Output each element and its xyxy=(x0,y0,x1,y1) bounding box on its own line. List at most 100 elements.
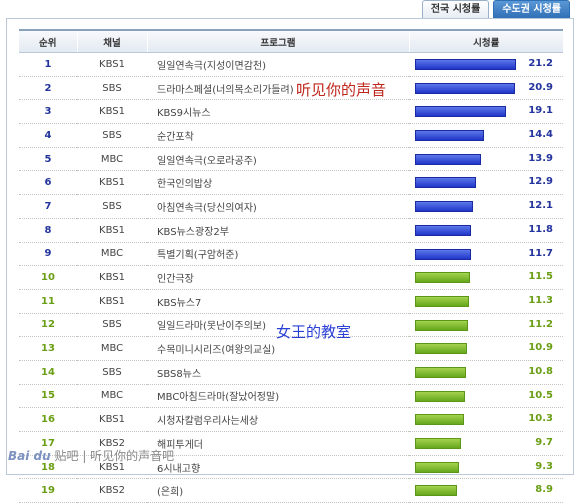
rating-bar xyxy=(415,130,484,142)
channel-cell: KBS1 xyxy=(77,99,147,125)
rating-value: 11.7 xyxy=(528,247,553,259)
channel-cell: SBS xyxy=(77,313,147,338)
rating-value: 11.3 xyxy=(528,294,553,306)
rating-cell: 8.9 xyxy=(409,478,563,503)
rating-cell: 11.8 xyxy=(409,218,563,243)
tab-capital-area[interactable]: 수도권 시청률 xyxy=(493,0,570,18)
table-row: 11 KBS1 KBS뉴스7 11.3 xyxy=(19,289,563,314)
rating-bar xyxy=(415,390,465,402)
rating-bar xyxy=(415,319,468,331)
header-rating: 시청률 xyxy=(408,29,563,53)
rank-cell: 15 xyxy=(19,384,77,409)
rating-bar xyxy=(415,82,515,94)
rank-cell: 16 xyxy=(19,407,77,432)
rating-bar xyxy=(415,59,516,70)
rating-value: 11.8 xyxy=(528,223,553,235)
header-rank: 순위 xyxy=(19,29,77,53)
rating-bar xyxy=(415,414,464,426)
header-program: 프로그램 xyxy=(146,29,409,53)
program-cell: MBC아침드라마(잘났어정말) xyxy=(147,384,409,409)
rating-cell: 21.2 xyxy=(409,52,563,77)
channel-cell: MBC xyxy=(77,147,147,172)
program-cell: 일일드라마(못난이주의보) xyxy=(147,313,409,338)
rating-cell: 11.5 xyxy=(409,265,563,290)
rating-value: 9.3 xyxy=(535,460,553,472)
channel-cell: SBS xyxy=(77,360,147,385)
table-row: 2 SBS 드라마스페셜(너의목소리가들려) 20.9 xyxy=(19,76,563,101)
table-row: 1 KBS1 일일연속극(지성이면감천) 21.2 xyxy=(19,52,563,77)
channel-cell: SBS xyxy=(77,123,147,148)
rank-cell: 19 xyxy=(19,478,77,503)
rating-bar xyxy=(415,295,469,307)
rating-cell: 10.5 xyxy=(409,384,563,409)
table-row: 14 SBS SBS8뉴스 10.8 xyxy=(19,360,563,385)
rank-cell: 5 xyxy=(19,147,77,172)
rank-cell: 14 xyxy=(19,360,77,385)
channel-cell: KBS1 xyxy=(77,170,147,196)
rating-cell: 12.9 xyxy=(409,170,563,196)
table-row: 9 MBC 특별기획(구암허준) 11.7 xyxy=(19,242,563,267)
rating-value: 10.3 xyxy=(528,413,553,425)
table-row: 7 SBS 아침연속극(당신의여자) 12.1 xyxy=(19,194,563,219)
rank-cell: 1 xyxy=(19,52,77,77)
rating-cell: 19.1 xyxy=(409,99,563,125)
rating-bar xyxy=(415,224,471,236)
rating-value: 11.2 xyxy=(528,318,553,330)
rating-value: 10.5 xyxy=(528,389,553,401)
table-row: 15 MBC MBC아침드라마(잘났어정말) 10.5 xyxy=(19,384,563,409)
rating-value: 14.4 xyxy=(528,129,553,141)
rating-bar xyxy=(415,248,471,260)
channel-cell: KBS1 xyxy=(77,265,147,290)
rating-value: 10.9 xyxy=(528,342,553,354)
rating-bar xyxy=(415,461,459,473)
table-row: 5 MBC 일일연속극(오로라공주) 13.9 xyxy=(19,147,563,172)
rating-value: 10.8 xyxy=(528,365,553,377)
rank-cell: 11 xyxy=(19,289,77,314)
rating-bar xyxy=(415,201,473,213)
program-cell: 특별기획(구암허준) xyxy=(147,242,409,267)
rating-bar xyxy=(415,485,457,497)
table-row: 6 KBS1 한국인의밥상 12.9 xyxy=(19,170,563,196)
rank-cell: 7 xyxy=(19,194,77,219)
channel-cell: KBS1 xyxy=(77,52,147,77)
program-cell: 아침연속극(당신의여자) xyxy=(147,194,409,219)
rank-cell: 17 xyxy=(19,431,77,456)
rating-bar xyxy=(415,438,461,449)
rating-bar xyxy=(415,366,466,378)
rating-value: 9.7 xyxy=(535,437,553,448)
channel-cell: SBS xyxy=(77,194,147,219)
rating-value: 11.5 xyxy=(528,271,553,283)
table-row: 19 KBS2 (은희) 8.9 xyxy=(19,478,563,503)
rating-cell: 11.3 xyxy=(409,289,563,314)
ratings-panel: 순위 채널 프로그램 시청률 1 KBS1 일일연속극(지성이면감천) 21.2 2 SB… xyxy=(6,18,574,503)
program-cell: (은희) xyxy=(147,478,409,503)
rating-cell: 10.9 xyxy=(409,336,563,361)
rating-bar xyxy=(415,343,467,355)
table-row: 8 KBS1 KBS뉴스광장2부 11.8 xyxy=(19,218,563,243)
rating-value: 13.9 xyxy=(528,152,553,164)
table-header: 순위 채널 프로그램 시청률 xyxy=(19,29,563,53)
rating-value: 19.1 xyxy=(528,105,553,117)
rating-value: 20.9 xyxy=(528,81,553,93)
rank-cell: 12 xyxy=(19,313,77,338)
table-row: 13 MBC 수목미니시리즈(여왕의교실) 10.9 xyxy=(19,336,563,361)
rating-cell: 11.7 xyxy=(409,242,563,267)
table-row: 3 KBS1 KBS9시뉴스 19.1 xyxy=(19,99,563,125)
tab-national[interactable]: 전국 시청률 xyxy=(421,0,490,18)
program-cell: 시청자칼럼우리사는세상 xyxy=(147,407,409,432)
annotation-queen-title: 女王的教室 xyxy=(276,323,352,341)
annotation-song-title: 听见你的声音 xyxy=(296,81,387,99)
program-cell: 수목미니시리즈(여왕의교실) xyxy=(147,336,409,361)
program-cell: 순간포착 xyxy=(147,123,409,148)
rank-cell: 4 xyxy=(19,123,77,148)
rating-cell: 14.4 xyxy=(409,123,563,148)
channel-cell: KBS1 xyxy=(77,218,147,243)
channel-cell: SBS xyxy=(77,76,147,101)
table-row: 17 KBS2 해피투게더 9.7 xyxy=(19,431,563,456)
channel-cell: MBC xyxy=(77,336,147,361)
rating-bar xyxy=(415,177,476,189)
table-row: 12 SBS 일일드라마(못난이주의보) 11.2 xyxy=(19,313,563,338)
rank-cell: 13 xyxy=(19,336,77,361)
rating-cell: 9.7 xyxy=(409,431,563,456)
rating-value: 21.2 xyxy=(528,58,553,69)
